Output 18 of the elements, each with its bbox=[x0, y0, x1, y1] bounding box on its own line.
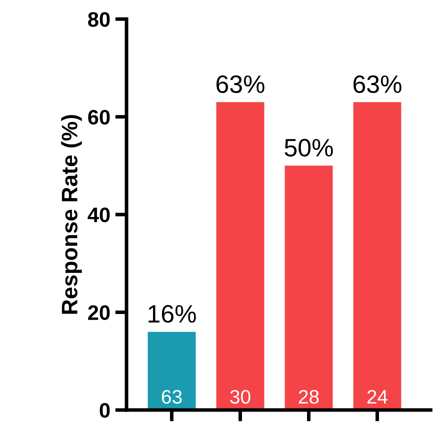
y-tick-label: 60 bbox=[88, 110, 110, 125]
bar bbox=[353, 102, 402, 410]
annotation: 63 bbox=[162, 390, 182, 404]
bar bbox=[284, 166, 333, 410]
data-label: 16% bbox=[148, 305, 196, 323]
y-tick-label: 20 bbox=[88, 305, 110, 320]
y-tick-label: 40 bbox=[88, 208, 110, 222]
y-tick-label: 80 bbox=[88, 12, 110, 27]
bar bbox=[148, 332, 196, 410]
annotation: 28 bbox=[298, 390, 319, 404]
data-label: 50% bbox=[284, 138, 333, 157]
data-label: 63% bbox=[216, 75, 264, 94]
y-tick-label: 0 bbox=[100, 403, 110, 418]
data-label: 63% bbox=[354, 75, 402, 94]
annotation: 30 bbox=[230, 390, 250, 404]
y-axis-title: Response Rate (%) bbox=[61, 115, 82, 314]
annotation: 24 bbox=[367, 390, 388, 404]
bar bbox=[216, 102, 264, 410]
